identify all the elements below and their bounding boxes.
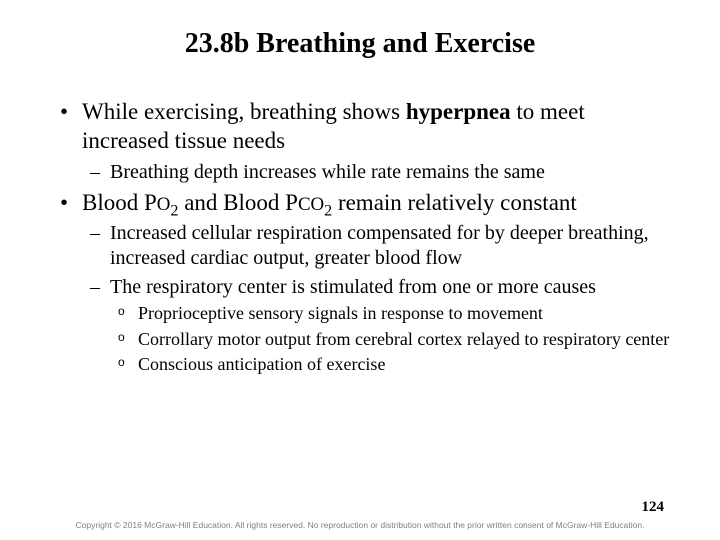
bullet-2-post: remain relatively constant xyxy=(332,190,577,215)
bullet-2-sub-2-text: The respiratory center is stimulated fro… xyxy=(110,276,596,298)
copyright-text: Copyright © 2016 McGraw-Hill Education. … xyxy=(0,520,720,530)
bullet-1-text-pre: While exercising, breathing shows xyxy=(82,99,406,124)
bullet-2-sublist: Increased cellular respiration compensat… xyxy=(82,221,670,376)
bullet-2-sub-2-c: Conscious anticipation of exercise xyxy=(110,353,670,376)
bullet-2: Blood PO2 and Blood PCO2 remain relative… xyxy=(50,189,670,376)
bullet-2-sub-2-sublist: Proprioceptive sensory signals in respon… xyxy=(110,302,670,376)
bullet-2-co-sub: 2 xyxy=(324,202,332,219)
bullet-1-sublist: Breathing depth increases while rate rem… xyxy=(82,160,670,185)
bullet-2-co: CO xyxy=(298,194,324,215)
bullet-2-sub-2-a: Proprioceptive sensory signals in respon… xyxy=(110,302,670,325)
bullet-2-mid: and Blood P xyxy=(178,190,297,215)
page-number: 124 xyxy=(642,499,665,516)
slide-title: 23.8b Breathing and Exercise xyxy=(50,28,670,60)
bullet-2-pre: Blood P xyxy=(82,190,157,215)
bullet-2-sub-2-b: Corrollary motor output from cerebral co… xyxy=(110,328,670,351)
bullet-2-o: O xyxy=(157,194,171,215)
bullet-2-sub-2: The respiratory center is stimulated fro… xyxy=(82,275,670,376)
bullet-1-text-bold: hyperpnea xyxy=(406,99,511,124)
bullet-list-level1: While exercising, breathing shows hyperp… xyxy=(50,98,670,376)
bullet-1-sub-1: Breathing depth increases while rate rem… xyxy=(82,160,670,185)
bullet-2-sub-1: Increased cellular respiration compensat… xyxy=(82,221,670,271)
bullet-1: While exercising, breathing shows hyperp… xyxy=(50,98,670,185)
